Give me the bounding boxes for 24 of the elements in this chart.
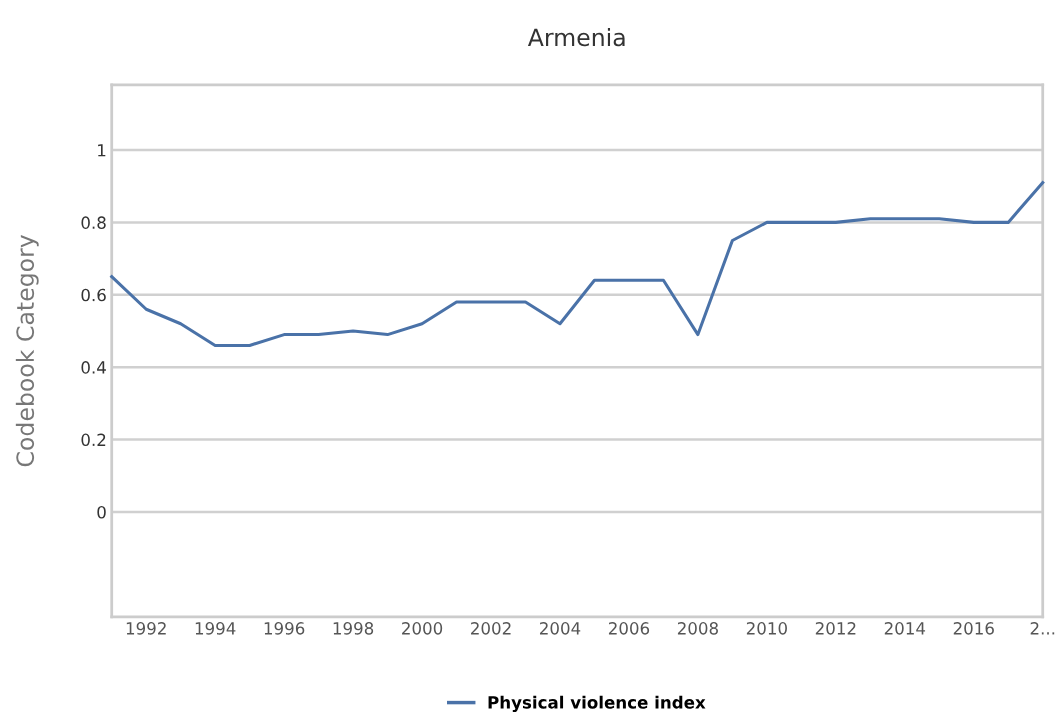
x-tick-label: 2... bbox=[1030, 622, 1055, 635]
x-tick-label: 2002 bbox=[471, 622, 511, 635]
x-tick-label: 2004 bbox=[539, 622, 581, 635]
x-tick-label: 2014 bbox=[884, 622, 926, 635]
x-tick-label: 2000 bbox=[402, 622, 443, 635]
y-tick-label: 1 bbox=[98, 144, 106, 157]
x-tick-label: 1998 bbox=[333, 622, 374, 635]
y-tick-label: 0.8 bbox=[81, 216, 106, 229]
y-tick-label: 0 bbox=[97, 505, 106, 519]
line-series bbox=[110, 181, 1045, 347]
x-tick-label: 2008 bbox=[677, 622, 718, 635]
y-tick-label: 0.2 bbox=[81, 433, 106, 447]
y-axis-title: Codebook Category bbox=[15, 234, 39, 467]
y-tick-label: 0.6 bbox=[81, 288, 106, 302]
x-tick-label: 2016 bbox=[953, 622, 994, 635]
y-tick-label: 0.4 bbox=[81, 361, 106, 374]
chart-title: Armenia bbox=[527, 28, 625, 47]
x-tick-label: 2010 bbox=[746, 622, 787, 635]
x-tick-label: 2012 bbox=[815, 622, 856, 635]
x-tick-label: 1992 bbox=[126, 622, 166, 635]
x-tick-label: 1996 bbox=[264, 622, 305, 635]
legend-label: Physical violence index bbox=[488, 695, 706, 713]
x-tick-label: 1994 bbox=[195, 622, 236, 635]
x-tick-label: 2006 bbox=[608, 622, 650, 635]
